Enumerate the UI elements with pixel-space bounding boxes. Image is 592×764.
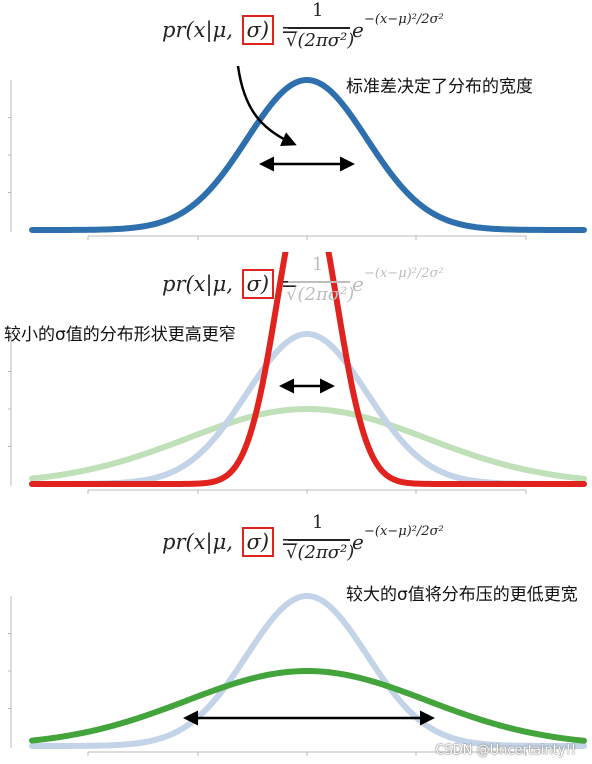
formula-exponent: −(x−μ)²/2σ² xyxy=(364,266,444,281)
fraction-bar xyxy=(288,281,350,283)
formula-denominator: √(2πσ²) xyxy=(286,30,355,51)
curve-sigma-large-faded xyxy=(29,406,587,482)
formula-exp-base: e xyxy=(352,272,364,296)
panel-large-sigma: pr(x|μ, σ) = 1 √(2πσ²) e −(x−μ)²/2σ² 较大的σ值将分… xyxy=(0,512,592,764)
formula-numerator: 1 xyxy=(312,0,324,21)
panel-1-plot xyxy=(8,65,587,240)
formula-numerator: 1 xyxy=(312,512,324,533)
formula-denominator: √(2πσ²) xyxy=(286,542,355,563)
formula-equals: = xyxy=(274,272,299,296)
formula: pr(x|μ, σ) = 1 √(2πσ²) e −(x−μ)²/2σ² xyxy=(162,0,462,66)
formula-lhs-prefix: pr(x|μ, xyxy=(162,272,240,296)
formula-exp-base: e xyxy=(352,18,364,42)
formula-sigma-highlight: σ) xyxy=(241,527,275,557)
fraction-bar xyxy=(288,27,350,29)
formula-sigma-highlight: σ) xyxy=(241,15,275,45)
formula-exponent: −(x−μ)²/2σ² xyxy=(364,12,444,27)
watermark: CSDN @Uncertainty!! xyxy=(435,743,576,758)
formula-lhs-prefix: pr(x|μ, xyxy=(162,18,240,42)
curve-sigma-small xyxy=(29,252,587,487)
caption: 标准差决定了分布的宽度 xyxy=(346,77,533,97)
panel-small-sigma: pr(x|μ, σ) = 1 √(2πσ²) e −(x−μ)²/2σ² 较小的σ值的分… xyxy=(0,252,592,502)
formula-lhs: pr(x|μ, σ) = xyxy=(162,269,299,299)
panel-3-plot xyxy=(8,593,587,756)
curve-sigma-base xyxy=(29,77,587,233)
formula-lhs-prefix: pr(x|μ, xyxy=(162,530,240,554)
curve-sigma-large xyxy=(29,668,587,744)
formula-sigma-highlight: σ) xyxy=(241,269,275,299)
fraction-bar xyxy=(288,539,350,541)
formula: pr(x|μ, σ) = 1 √(2πσ²) e −(x−μ)²/2σ² xyxy=(162,254,462,320)
formula-denominator: √(2πσ²) xyxy=(286,284,355,305)
formula-equals: = xyxy=(274,18,299,42)
formula-lhs: pr(x|μ, σ) = xyxy=(162,15,299,45)
panel-base: pr(x|μ, σ) = 1 √(2πσ²) e −(x−μ)²/2σ² 标准差决定了分… xyxy=(0,0,592,250)
formula-exponent: −(x−μ)²/2σ² xyxy=(364,524,444,539)
formula-lhs: pr(x|μ, σ) = xyxy=(162,527,299,557)
formula: pr(x|μ, σ) = 1 √(2πσ²) e −(x−μ)²/2σ² xyxy=(162,512,462,578)
formula-equals: = xyxy=(274,530,299,554)
pointer-arrow xyxy=(236,65,297,147)
caption: 较小的σ值的分布形状更高更窄 xyxy=(4,325,236,345)
caption: 较大的σ值将分布压的更低更宽 xyxy=(346,585,578,605)
curve-sigma-base-faded xyxy=(29,593,587,749)
panel-2-plot xyxy=(8,252,587,494)
formula-exp-base: e xyxy=(352,530,364,554)
formula-numerator: 1 xyxy=(312,254,324,275)
